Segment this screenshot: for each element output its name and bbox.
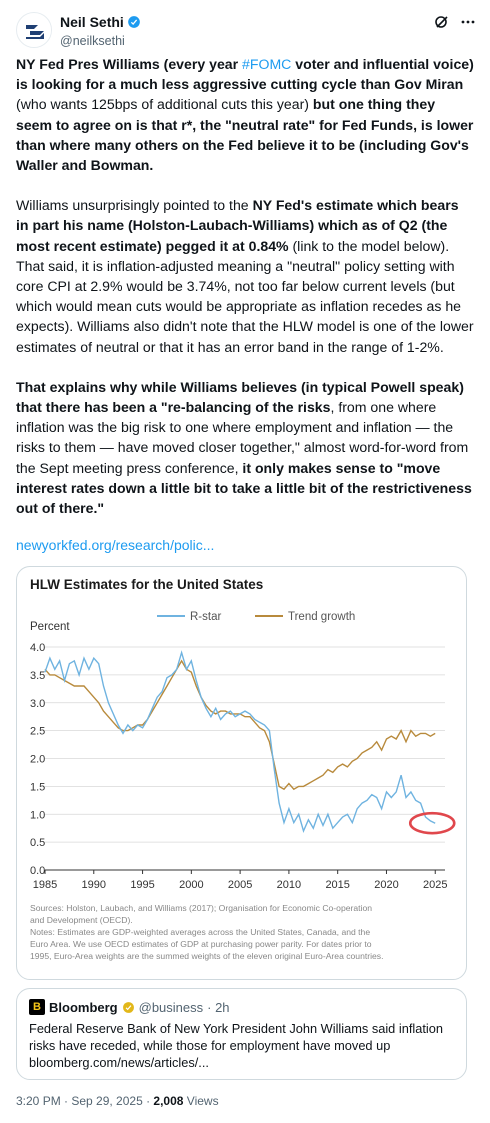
quote-author-handle[interactable]: @business [138,999,204,1015]
x-tick-label: 2000 [179,879,203,891]
text-span: , from one where inflation was the big r… [16,399,469,476]
legend-label: Trend growth [288,611,355,623]
sources-note: Euro Area. We use OECD estimates of GDP … [30,939,372,949]
x-tick-label: 2020 [374,879,398,891]
x-tick-label: 1995 [130,879,154,891]
sources-note: 1995, Euro-Area weights are the summed w… [30,951,384,961]
y-axis-label: Percent [30,621,70,633]
sources-note: Notes: Estimates are GDP-weighted averag… [30,927,370,937]
x-tick-label: 1990 [82,879,106,891]
chart-image[interactable]: HLW Estimates for the United States Perce… [16,566,467,980]
views-label: Views [183,1094,219,1108]
text-span: NY Fed's estimate which bears in part hi… [16,197,459,254]
x-tick-label: 2010 [277,879,301,891]
grok-icon[interactable] [434,14,450,34]
y-tick-label: 1.5 [30,781,45,793]
y-tick-label: 4.0 [30,642,45,654]
text-span: NY Fed Pres Williams (every year [16,56,243,72]
text-span: it only makes sense to "move interest ra… [16,459,472,517]
sources-note: Sources: Holston, Laubach, and Williams … [30,903,372,913]
highlight-ellipse [408,811,456,835]
y-tick-label: 0.5 [30,837,45,849]
series-line-r-star [44,650,436,834]
sources-note: and Development (OECD). [30,915,133,925]
text-span: voter and influential voice) is looking … [16,56,474,93]
text-span: That explains why while Williams believe… [16,378,464,416]
y-tick-label: 3.5 [30,670,45,682]
text-span: but one thing they seem to agree on is t… [16,96,474,174]
x-tick-label: 2025 [423,879,447,891]
y-tick-label: 1.0 [30,809,45,821]
verified-badge-icon [127,16,140,28]
text-span: (link to the model below). That said, it… [16,237,474,355]
bloomberg-logo-icon: B [29,999,45,1015]
tweet-paragraph: Williams unsurprisingly pointed to the N… [16,195,474,357]
quote-author-name[interactable]: Bloomberg [49,999,118,1015]
tweet-timestamp[interactable]: 3:20 PM · Sep 29, 2025 · [16,1094,154,1108]
tweet-paragraph: NY Fed Pres Williams (every year #FOMC v… [16,54,474,175]
y-tick-label: 0.0 [30,865,45,877]
x-tick-label: 2005 [228,879,252,891]
tweet-text: NY Fed Pres Williams (every year #FOMC v… [16,54,474,538]
more-options-icon[interactable] [460,14,476,34]
series-line-trend-growth [44,659,436,791]
x-tick-label: 1985 [33,879,57,891]
quote-time: · 2h [207,999,230,1015]
avatar[interactable] [16,12,52,48]
quote-text: Federal Reserve Bank of New York Preside… [29,1021,443,1070]
y-tick-label: 2.0 [30,754,45,766]
view-count: 2,008 [153,1094,184,1108]
gold-verified-badge-icon [122,1001,134,1013]
quoted-tweet[interactable]: B Bloomberg @business · 2h Federal Reser… [16,988,467,1080]
hlw-chart: HLW Estimates for the United States Perce… [30,577,456,961]
tweet-header: Neil Sethi @neilksethi [16,12,476,48]
x-tick-label: 2015 [325,879,349,891]
y-tick-label: 3.0 [30,698,45,710]
legend-label: R-star [190,611,221,623]
text-span: Williams unsurprisingly pointed to the [16,197,253,214]
external-link[interactable]: newyorkfed.org/research/polic... [16,537,215,553]
hashtag-link[interactable]: #FOMC [242,56,292,72]
text-span: (who wants 125bps of additional cuts thi… [16,96,313,113]
tweet-footer: 3:20 PM · Sep 29, 2025 · 2,008 Views [16,1094,219,1108]
author-handle[interactable]: @neilksethi [60,34,125,48]
author-name[interactable]: Neil Sethi [60,14,124,30]
chart-title: HLW Estimates for the United States [30,577,263,592]
tweet-paragraph: That explains why while Williams believe… [16,377,474,518]
y-tick-label: 2.5 [30,726,45,738]
